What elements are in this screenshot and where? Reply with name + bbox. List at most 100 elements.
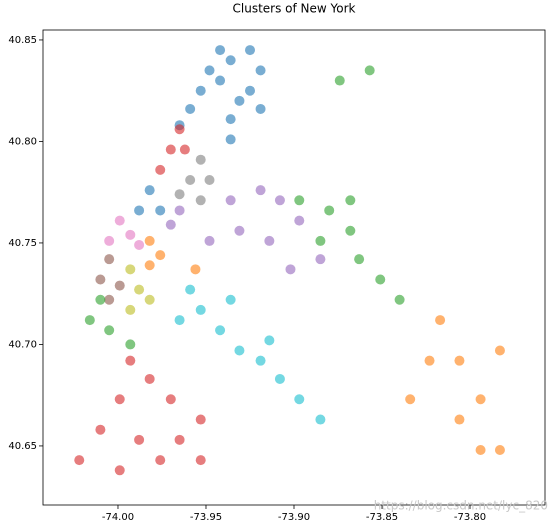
scatter-point [190, 264, 201, 275]
scatter-point [354, 254, 365, 265]
scatter-point [195, 414, 206, 425]
scatter-point [114, 215, 125, 226]
scatter-point [345, 195, 356, 206]
watermark: https://blog.csdn.net/lyc_820 [374, 499, 548, 513]
scatter-point [134, 239, 145, 250]
scatter-point [345, 225, 356, 236]
scatter-point [454, 414, 465, 425]
scatter-point [195, 304, 206, 315]
x-tick-label: -73.80 [454, 512, 486, 522]
scatter-point [114, 394, 125, 405]
chart-title: Clusters of New York [233, 2, 356, 16]
scatter-point [144, 235, 155, 246]
scatter-point [125, 339, 136, 350]
scatter-point [244, 45, 255, 56]
scatter-point [174, 189, 185, 200]
y-tick-label: 40.65 [8, 441, 37, 452]
scatter-point [394, 294, 405, 305]
scatter-point [225, 195, 236, 206]
scatter-point [494, 444, 505, 455]
scatter-point [195, 154, 206, 165]
scatter-point [204, 65, 215, 76]
scatter-point [375, 274, 386, 285]
scatter-point [264, 335, 275, 346]
scatter-point [435, 315, 446, 326]
scatter-point [234, 225, 245, 236]
scatter-point [255, 103, 266, 114]
scatter-point [405, 394, 416, 405]
scatter-point [324, 205, 335, 216]
x-tick-label: -74.00 [102, 512, 134, 522]
scatter-point [95, 424, 106, 435]
scatter-point [74, 455, 85, 466]
scatter-point [185, 103, 196, 114]
scatter-point [294, 215, 305, 226]
scatter-point [144, 373, 155, 384]
scatter-point [334, 75, 345, 86]
scatter-point [84, 315, 95, 326]
y-tick-label: 40.70 [8, 339, 37, 350]
scatter-point [179, 144, 190, 155]
scatter-point [195, 85, 206, 96]
scatter-point [165, 219, 176, 230]
scatter-point [185, 175, 196, 186]
y-tick-label: 40.75 [8, 238, 37, 249]
scatter-point [104, 235, 115, 246]
scatter-point [225, 114, 236, 125]
scatter-point [134, 284, 145, 295]
scatter-point [285, 264, 296, 275]
scatter-point [315, 254, 326, 265]
scatter-point [95, 274, 106, 285]
x-tick-label: -73.95 [190, 512, 222, 522]
scatter-point [144, 185, 155, 196]
scatter-point [125, 264, 136, 275]
scatter-point [104, 325, 115, 336]
scatter-point [234, 95, 245, 106]
scatter-point [315, 235, 326, 246]
scatter-point [215, 45, 226, 56]
y-tick-label: 40.80 [8, 136, 37, 147]
scatter-point [114, 465, 125, 476]
scatter-point [294, 195, 305, 206]
scatter-point [155, 205, 166, 216]
scatter-point [215, 325, 226, 336]
scatter-point [494, 345, 505, 356]
scatter-point [185, 284, 196, 295]
scatter-point [274, 195, 285, 206]
scatter-point [315, 414, 326, 425]
scatter-point [165, 394, 176, 405]
scatter-point [255, 185, 266, 196]
scatter-point [195, 455, 206, 466]
scatter-point [144, 260, 155, 271]
scatter-point [204, 175, 215, 186]
scatter-point [225, 294, 236, 305]
scatter-point [165, 144, 176, 155]
scatter-point [225, 134, 236, 145]
scatter-point [155, 164, 166, 175]
scatter-point [104, 254, 115, 265]
scatter-point [215, 75, 226, 86]
scatter-point [225, 55, 236, 66]
scatter-point [174, 434, 185, 445]
scatter-point [134, 434, 145, 445]
scatter-point [104, 294, 115, 305]
scatter-point [114, 280, 125, 291]
scatter-point [264, 235, 275, 246]
scatter-point [234, 345, 245, 356]
scatter-point [204, 235, 215, 246]
scatter-point [255, 65, 266, 76]
x-tick-label: -73.90 [278, 512, 310, 522]
scatter-point [364, 65, 375, 76]
scatter-point [134, 205, 145, 216]
scatter-point [255, 355, 266, 366]
scatter-point [294, 394, 305, 405]
scatter-point [174, 315, 185, 326]
scatter-point [125, 355, 136, 366]
scatter-point [475, 394, 486, 405]
scatter-point [144, 294, 155, 305]
scatter-point [195, 195, 206, 206]
scatter-point [244, 85, 255, 96]
scatter-point [454, 355, 465, 366]
scatter-point [174, 124, 185, 135]
